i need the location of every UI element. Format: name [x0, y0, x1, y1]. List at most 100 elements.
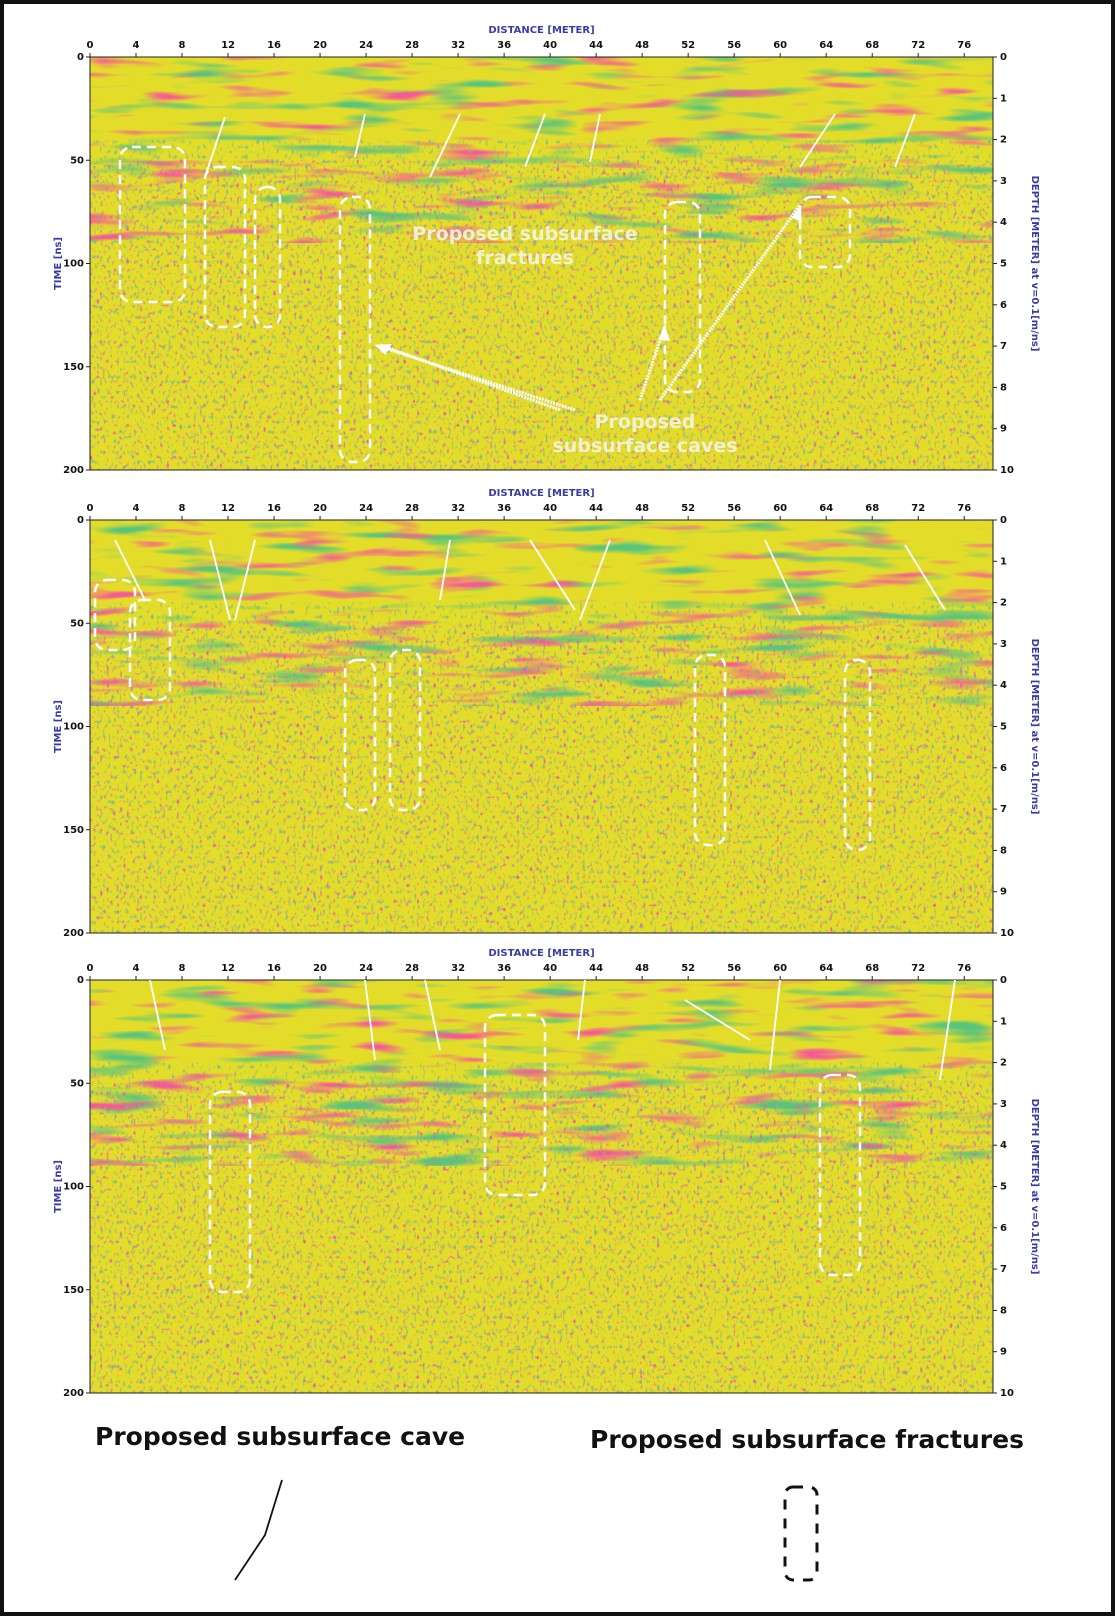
fracture-line — [149, 979, 166, 1051]
y-tick-label: 100 — [63, 1182, 84, 1193]
y-tick-label: 150 — [63, 1285, 84, 1296]
x-tick-label: 60 — [773, 503, 787, 514]
y2-tick-label: 1 — [1000, 93, 1007, 104]
x-tick-label: 24 — [359, 963, 373, 974]
y-tick-label: 50 — [70, 155, 84, 166]
fracture-line — [684, 999, 751, 1041]
y2-axis-label: DEPTH [METER] at v=0.1[m/ns] — [1029, 176, 1040, 352]
arrow — [638, 324, 667, 401]
x-tick-label: 72 — [911, 963, 925, 974]
texture-noise — [90, 1083, 993, 1393]
x-tick-label: 4 — [133, 40, 140, 51]
dashed-box — [128, 598, 172, 702]
x-tick-label: 36 — [497, 963, 511, 974]
x-tick-label: 0 — [87, 503, 94, 514]
dashed-box — [388, 648, 422, 812]
fracture-line — [769, 979, 781, 1071]
fracture-line — [209, 539, 231, 621]
x-tick-label: 44 — [589, 963, 603, 974]
fracture-line — [529, 539, 576, 611]
dashed-box — [798, 195, 852, 269]
x-tick-label: 32 — [451, 40, 465, 51]
texture-noise — [90, 160, 993, 470]
y2-tick-label: 6 — [1000, 300, 1007, 311]
y2-tick-label: 3 — [1000, 639, 1007, 650]
x-tick-label: 8 — [179, 40, 186, 51]
y2-tick-label: 3 — [1000, 1099, 1007, 1110]
x-tick-label: 0 — [87, 40, 94, 51]
legend-icon-line — [234, 1479, 283, 1581]
x-tick-label: 64 — [819, 503, 833, 514]
arrow-head — [375, 344, 392, 355]
radargram-panel: DISTANCE [METER] TIME [ns] DEPTH [METER] a… — [53, 25, 1040, 476]
arrow — [374, 343, 576, 412]
fracture-line — [424, 979, 441, 1051]
y-axis-label: TIME [ns] — [53, 237, 64, 290]
dashed-box — [693, 653, 727, 847]
x-tick-label: 8 — [179, 503, 186, 514]
dashed-box — [663, 200, 702, 394]
y-tick-label: 0 — [77, 515, 84, 526]
x-tick-label: 76 — [957, 503, 971, 514]
dashed-box — [208, 1090, 252, 1294]
y2-tick-label: 4 — [1000, 1140, 1007, 1151]
x-tick-label: 0 — [87, 963, 94, 974]
x-tick-label: 24 — [359, 503, 373, 514]
fracture-line — [799, 113, 836, 168]
x-tick-label: 32 — [451, 503, 465, 514]
y2-tick-label: 7 — [1000, 1264, 1007, 1275]
x-tick-label: 32 — [451, 963, 465, 974]
y2-tick-label: 0 — [1000, 515, 1007, 526]
x-tick-label: 12 — [221, 40, 235, 51]
legend-icon-box — [783, 1485, 819, 1582]
x-tick-label: 28 — [405, 40, 419, 51]
dashed-box — [253, 185, 282, 329]
y2-axis-label: DEPTH [METER] at v=0.1[m/ns] — [1029, 1099, 1040, 1275]
x-tick-label: 64 — [819, 963, 833, 974]
dashed-box — [203, 165, 247, 329]
fracture-line — [579, 539, 611, 621]
x-tick-label: 56 — [727, 963, 741, 974]
fracture-line — [524, 113, 546, 168]
fracture-line — [939, 979, 956, 1081]
y-tick-label: 200 — [63, 1388, 84, 1399]
x-tick-label: 16 — [267, 40, 281, 51]
dashed-box — [843, 658, 872, 852]
dashed-box — [338, 195, 372, 464]
x-tick-label: 20 — [313, 503, 327, 514]
y2-tick-label: 10 — [1000, 928, 1014, 939]
y2-tick-label: 3 — [1000, 176, 1007, 187]
y2-tick-label: 5 — [1000, 259, 1007, 270]
x-axis-label: DISTANCE [METER] — [488, 488, 594, 499]
x-tick-label: 8 — [179, 963, 186, 974]
x-tick-label: 52 — [681, 503, 695, 514]
x-tick-label: 56 — [727, 503, 741, 514]
fracture-line — [904, 544, 946, 611]
y2-tick-label: 7 — [1000, 804, 1007, 815]
dashed-box — [818, 1073, 862, 1277]
x-tick-label: 36 — [497, 503, 511, 514]
y2-tick-label: 6 — [1000, 763, 1007, 774]
y2-tick-label: 10 — [1000, 1388, 1014, 1399]
y-tick-label: 150 — [63, 362, 84, 373]
y2-tick-label: 4 — [1000, 217, 1007, 228]
arrow — [379, 343, 561, 412]
dashed-box — [343, 658, 377, 812]
x-tick-label: 72 — [911, 40, 925, 51]
arrow — [658, 204, 802, 401]
fracture-line — [234, 539, 256, 621]
x-tick-label: 28 — [405, 963, 419, 974]
y2-tick-label: 6 — [1000, 1223, 1007, 1234]
x-tick-label: 64 — [819, 40, 833, 51]
x-tick-label: 48 — [635, 963, 649, 974]
radargram-panel: DISTANCE [METER] TIME [ns] DEPTH [METER] a… — [53, 488, 1040, 939]
y2-tick-label: 2 — [1000, 135, 1007, 146]
y2-tick-label: 9 — [1000, 424, 1007, 435]
x-tick-label: 36 — [497, 40, 511, 51]
x-tick-label: 16 — [267, 503, 281, 514]
x-tick-label: 44 — [589, 40, 603, 51]
y2-axis-label: DEPTH [METER] at v=0.1[m/ns] — [1029, 639, 1040, 815]
x-tick-label: 28 — [405, 503, 419, 514]
